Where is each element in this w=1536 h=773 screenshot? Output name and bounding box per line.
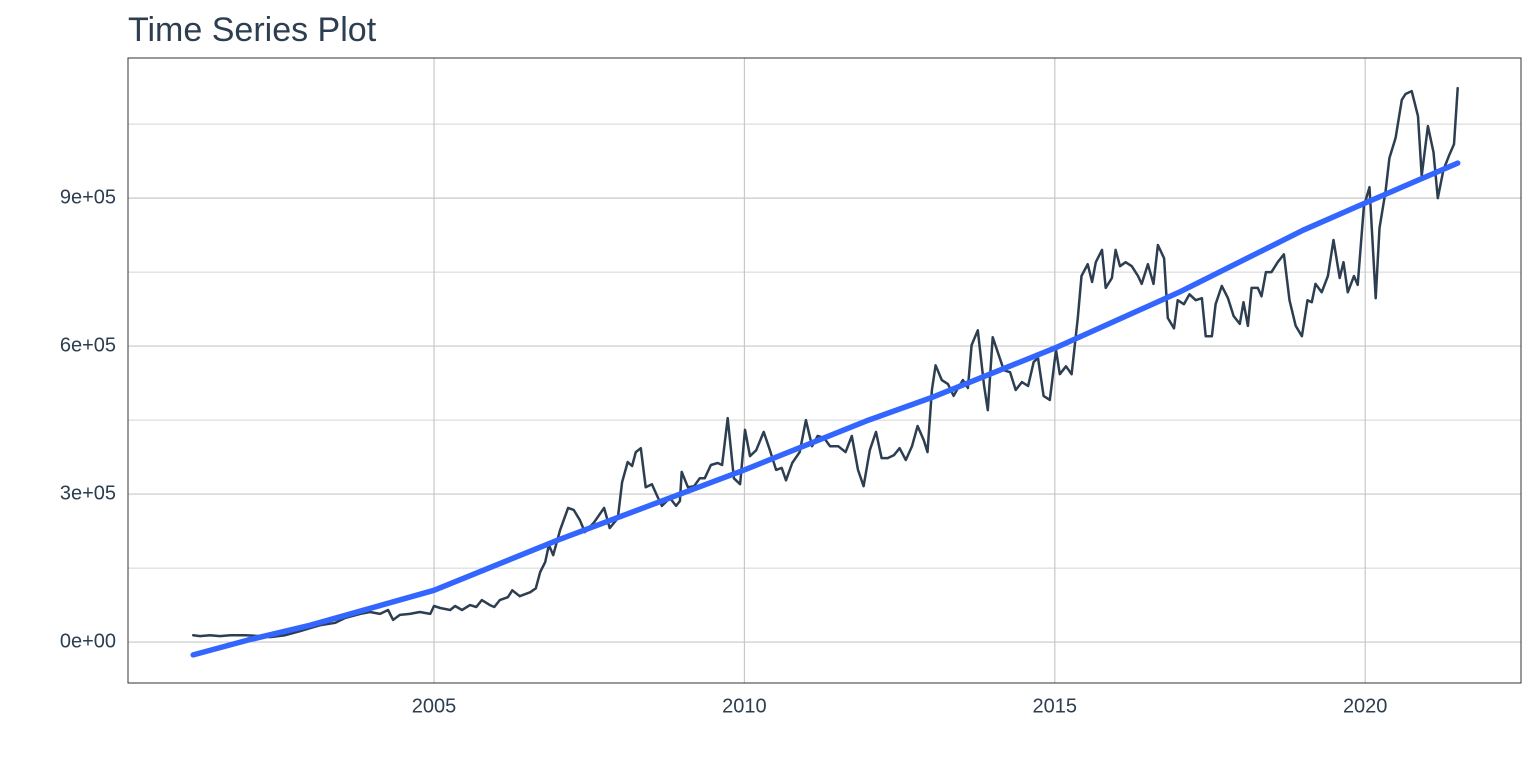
series-line	[190, 160, 1461, 658]
y-tick-label: 9e+05	[60, 186, 116, 208]
x-tick-label: 2015	[1033, 695, 1078, 717]
y-tick-label: 0e+00	[60, 630, 116, 652]
x-tick-label: 2020	[1343, 695, 1388, 717]
y-tick-label: 3e+05	[60, 482, 116, 504]
plot-frame	[127, 57, 1522, 684]
chart-title: Time Series Plot	[128, 11, 377, 49]
x-tick-label: 2005	[412, 695, 457, 717]
y-tick-label: 6e+05	[60, 334, 116, 356]
series-line	[191, 86, 1459, 639]
x-tick-label: 2010	[722, 695, 767, 717]
